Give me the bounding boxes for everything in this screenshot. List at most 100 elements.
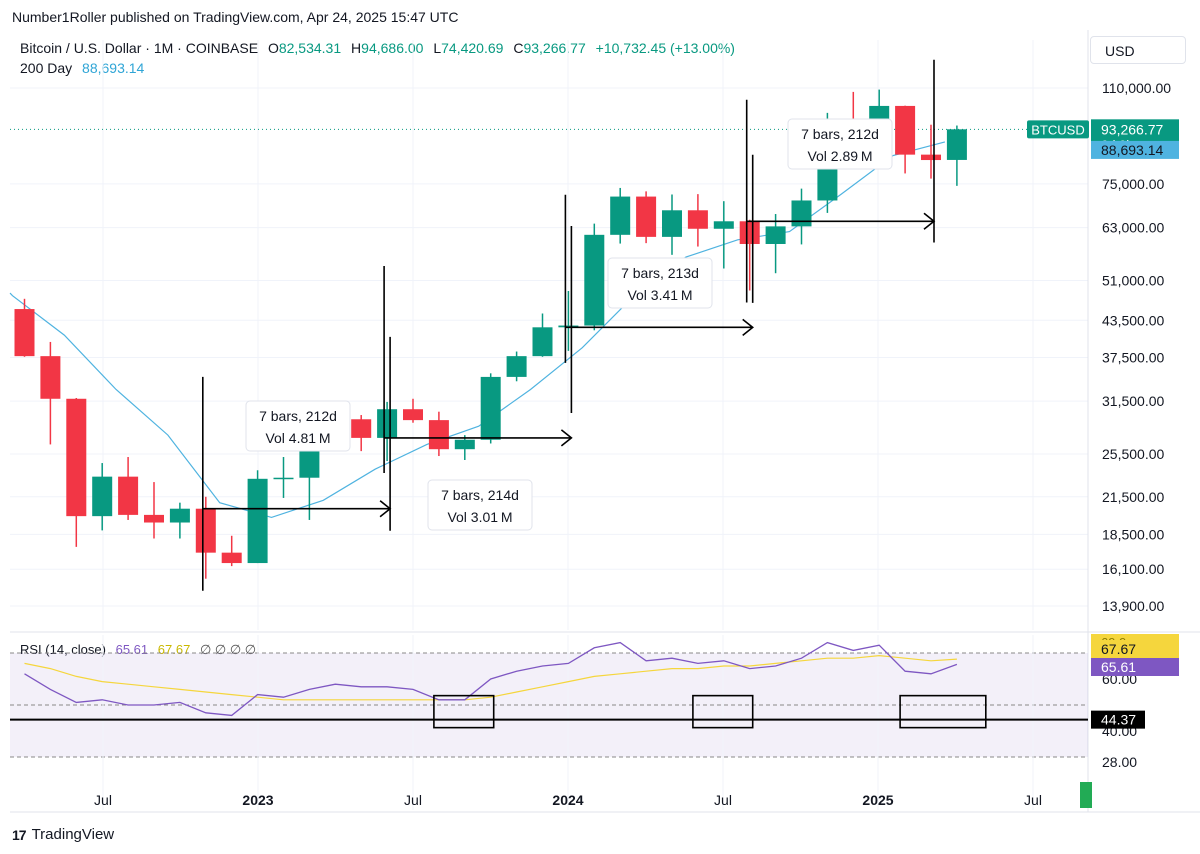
rsi-highlight-box[interactable]	[433, 694, 495, 729]
symbol-title[interactable]: Bitcoin / U.S. Dollar · 1M · COINBASE	[20, 40, 259, 56]
measure-info-box[interactable]	[607, 257, 713, 309]
candle-up[interactable]	[558, 325, 579, 328]
measure-bars-label: 7 bars, 212d	[259, 408, 337, 424]
measure-info-box[interactable]	[787, 118, 893, 170]
price-axis-label: 110,000.00	[1102, 80, 1171, 96]
candle-up[interactable]	[506, 356, 527, 377]
candle-up[interactable]	[92, 476, 113, 517]
rsi-ma-badge-label: 67.67	[1101, 641, 1136, 657]
candle-up[interactable]	[791, 200, 812, 227]
candle-down[interactable]	[144, 514, 164, 523]
rsi-value-badge[interactable]	[1091, 658, 1179, 676]
candle-up[interactable]	[454, 439, 475, 450]
candle-down[interactable]	[14, 309, 35, 357]
candle-down[interactable]	[351, 419, 372, 438]
rsi-value-badge-label: 65.61	[1101, 659, 1136, 675]
price-axis-label: 37,500.00	[1102, 349, 1164, 365]
measure-info-box[interactable]	[427, 479, 533, 531]
ma-200-day-line	[9, 141, 946, 519]
symbol-badge[interactable]	[1027, 120, 1089, 139]
ma-badge-label: 88,693.14	[1101, 142, 1163, 158]
ma-value: 88,693.14	[82, 60, 145, 76]
candle-up[interactable]	[662, 210, 682, 237]
candle-up[interactable]	[584, 234, 605, 326]
time-axis-label: Jul	[404, 792, 422, 808]
currency-button[interactable]: USD	[1090, 36, 1186, 64]
measure-bars-label: 7 bars, 213d	[621, 265, 699, 281]
candle-down[interactable]	[428, 420, 449, 450]
measure-arrowhead	[379, 500, 392, 518]
measure-bars-label: 7 bars, 212d	[801, 126, 879, 142]
time-axis-label: Jul	[1024, 792, 1042, 808]
candle-down[interactable]	[66, 398, 87, 517]
last-price-label: 93,266.77	[1101, 121, 1163, 137]
measure-bars-label: 7 bars, 214d	[441, 487, 519, 503]
candle-down[interactable]	[687, 210, 708, 229]
time-axis-label: 2025	[862, 792, 893, 808]
tradingview-logo[interactable]: 17 TradingView	[12, 826, 114, 843]
time-axis-label: 2024	[552, 792, 583, 808]
candle-up[interactable]	[480, 376, 501, 440]
ohlc-close: C93,266.77	[513, 40, 586, 56]
price-axis-label: 43,500.00	[1102, 312, 1164, 328]
candle-down[interactable]	[895, 105, 916, 155]
candle-down[interactable]	[921, 154, 941, 161]
price-axis-label: 18,500.00	[1102, 526, 1164, 542]
time-axis-label: Jul	[94, 792, 112, 808]
measure-info-box[interactable]	[245, 400, 351, 452]
ohlc-change: +10,732.45 (+13.00%)	[595, 40, 735, 56]
candle-up[interactable]	[946, 129, 967, 160]
measure-arrowhead	[923, 212, 936, 230]
time-axis-label: 2023	[242, 792, 273, 808]
ohlc-open: O82,534.31	[267, 40, 342, 56]
ma-legend[interactable]: 200 Day 88,693.14	[20, 60, 150, 76]
ohlc-low: L74,420.69	[433, 40, 504, 56]
candle-down[interactable]	[221, 552, 242, 564]
candle-up[interactable]	[610, 196, 631, 235]
rsi-ma-badge-front[interactable]	[1091, 640, 1179, 658]
candle-down[interactable]	[739, 221, 760, 244]
candle-up[interactable]	[532, 327, 553, 357]
symbol-badge-label: BTCUSD	[1031, 122, 1084, 137]
rsi-line	[24, 641, 958, 717]
measure-arrowhead	[742, 318, 754, 336]
horizontal-level-label: 44.37	[1101, 712, 1136, 728]
price-axis-label: 51,000.00	[1102, 272, 1164, 288]
price-axis-label: 75,000.00	[1102, 176, 1164, 192]
price-axis-label: 13,900.00	[1102, 598, 1164, 614]
green-marker[interactable]	[1080, 782, 1092, 808]
brand-name: TradingView	[31, 826, 115, 843]
rsi-highlight-box[interactable]	[692, 694, 754, 729]
price-axis-label: 25,500.00	[1102, 446, 1164, 462]
candle-down[interactable]	[636, 196, 657, 237]
measure-arrowhead	[560, 429, 573, 447]
candle-up[interactable]	[765, 226, 786, 244]
publisher-line: Number1Roller published on TradingView.c…	[12, 9, 459, 25]
rsi-highlight-box[interactable]	[899, 694, 987, 729]
measure-volume-label: Vol 4.81 M	[265, 430, 330, 446]
measure-volume-label: Vol 2.89 M	[807, 148, 872, 164]
measure-volume-label: Vol 3.01 M	[447, 509, 512, 525]
ma-label: 200 Day	[20, 60, 73, 76]
candle-up[interactable]	[169, 508, 190, 523]
candle-up[interactable]	[713, 221, 734, 229]
candle-down[interactable]	[195, 508, 216, 553]
ohlc-high: H94,686.00	[351, 40, 424, 56]
price-axis-label: 63,000.00	[1102, 220, 1164, 236]
price-axis-label: 31,500.00	[1102, 393, 1164, 409]
candle-up[interactable]	[377, 409, 398, 438]
candle-up[interactable]	[247, 478, 268, 564]
candle-up[interactable]	[273, 477, 294, 480]
candle-down[interactable]	[40, 356, 61, 399]
symbol-header: Bitcoin / U.S. Dollar · 1M · COINBASE O8…	[20, 40, 741, 56]
candle-down[interactable]	[403, 409, 423, 421]
ma-price-badge[interactable]	[1091, 140, 1179, 159]
rsi-ma-line	[24, 654, 957, 701]
measure-volume-label: Vol 3.41 M	[627, 287, 692, 303]
price-axis-label: 21,500.00	[1102, 489, 1164, 505]
price-axis-label: 16,100.00	[1102, 561, 1164, 577]
horizontal-level-badge[interactable]	[1091, 710, 1145, 729]
candle-down[interactable]	[118, 476, 139, 515]
rsi-axis-label: 28.00	[1102, 754, 1137, 770]
